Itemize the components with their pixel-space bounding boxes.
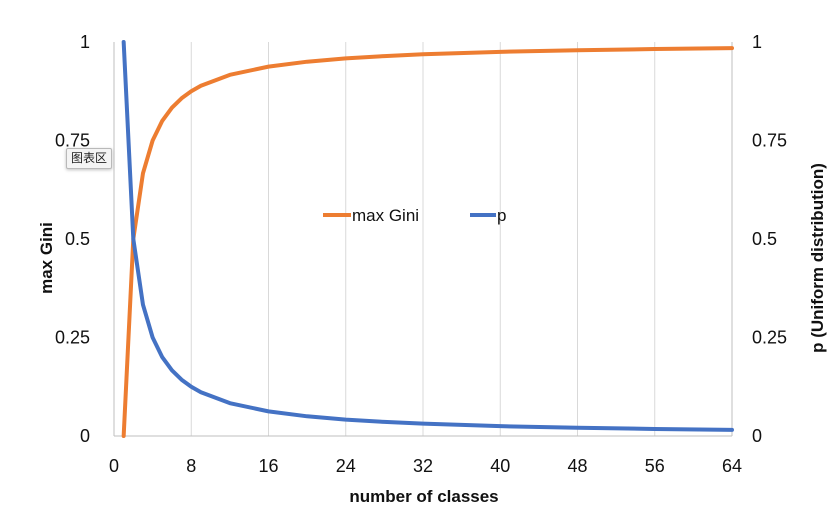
y-right-tick-label: 1 bbox=[752, 32, 762, 52]
y-right-tick-label: 0.5 bbox=[752, 229, 777, 249]
y-left-tick-label: 1 bbox=[80, 32, 90, 52]
y-right-tick-label: 0.75 bbox=[752, 131, 787, 151]
x-tick-label: 8 bbox=[186, 456, 196, 476]
x-tick-label: 0 bbox=[109, 456, 119, 476]
gridlines bbox=[190, 42, 656, 436]
chart-area-tooltip: 图表区 bbox=[66, 148, 113, 169]
x-tick-label: 24 bbox=[336, 456, 356, 476]
legend-label-max-gini: max Gini bbox=[352, 206, 419, 225]
x-tick-label: 16 bbox=[258, 456, 278, 476]
series-line-max-gini bbox=[121, 46, 734, 438]
y-left-tick-label: 0.25 bbox=[55, 328, 90, 348]
y-axis-right-title: p (Uniform distribution) bbox=[808, 163, 827, 353]
y-right-tick-label: 0.25 bbox=[752, 328, 787, 348]
legend-label-p: p bbox=[497, 206, 506, 225]
x-tick-label: 64 bbox=[722, 456, 742, 476]
y-axis-left-title: max Gini bbox=[37, 222, 56, 294]
x-axis-title: number of classes bbox=[349, 487, 498, 506]
x-tick-label: 56 bbox=[645, 456, 665, 476]
y-left-tick-label: 0.5 bbox=[65, 229, 90, 249]
x-tick-labels: 0 8 16 24 32 40 48 56 64 bbox=[109, 456, 742, 476]
x-tick-label: 48 bbox=[567, 456, 587, 476]
series-line-p bbox=[121, 40, 734, 432]
y-right-tick-labels: 0 0.25 0.5 0.75 1 bbox=[752, 32, 787, 446]
axis-lines bbox=[113, 42, 733, 437]
y-left-tick-labels: 0 0.25 0.5 0.75 1 bbox=[55, 32, 90, 446]
x-tick-label: 40 bbox=[490, 456, 510, 476]
y-left-tick-label: 0 bbox=[80, 426, 90, 446]
legend: max Gini p bbox=[323, 206, 506, 225]
series-layer bbox=[121, 40, 734, 438]
x-tick-label: 32 bbox=[413, 456, 433, 476]
y-right-tick-label: 0 bbox=[752, 426, 762, 446]
y-left-tick-label: 0.75 bbox=[55, 131, 90, 151]
